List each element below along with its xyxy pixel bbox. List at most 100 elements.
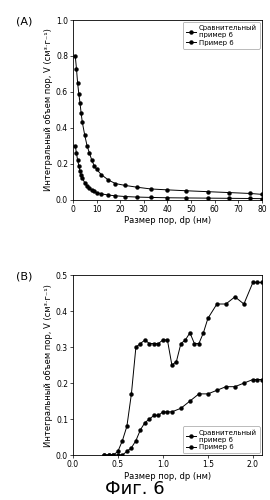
Пример 6 [74, 143, 77, 149]
Сравнительный
пример 6 [256, 280, 259, 285]
X-axis label: Размер пор, dp (нм): Размер пор, dp (нм) [124, 472, 211, 480]
Сравнительный
пример 6 [242, 301, 245, 307]
Line: Пример 6: Пример 6 [73, 144, 264, 201]
Пример 6 [206, 195, 209, 201]
Пример 6 [123, 194, 126, 200]
Сравнительный
пример 6 [114, 180, 117, 186]
Пример 6 [166, 409, 169, 415]
Пример 6 [107, 452, 110, 458]
Сравнительный
пример 6 [179, 340, 183, 346]
Пример 6 [125, 448, 129, 454]
Сравнительный
пример 6 [90, 157, 93, 163]
Пример 6 [206, 391, 210, 397]
Сравнительный
пример 6 [251, 280, 255, 285]
Сравнительный
пример 6 [193, 340, 196, 346]
Сравнительный
пример 6 [125, 423, 129, 429]
Сравнительный
пример 6 [134, 344, 137, 350]
Сравнительный
пример 6 [227, 190, 231, 196]
Пример 6 [233, 384, 237, 390]
Сравнительный
пример 6 [83, 132, 86, 138]
Сравнительный
пример 6 [112, 452, 115, 458]
Сравнительный
пример 6 [248, 190, 252, 196]
Сравнительный
пример 6 [184, 337, 187, 343]
Сравнительный
пример 6 [185, 188, 188, 194]
Сравнительный
пример 6 [260, 280, 264, 285]
Пример 6 [215, 388, 218, 394]
Сравнительный
пример 6 [116, 448, 120, 454]
Пример 6 [260, 376, 264, 382]
Пример 6 [85, 184, 89, 190]
Сравнительный
пример 6 [130, 391, 133, 397]
Line: Пример 6: Пример 6 [102, 378, 264, 457]
Сравнительный
пример 6 [100, 172, 103, 177]
Пример 6 [152, 412, 156, 418]
Пример 6 [139, 427, 142, 433]
Сравнительный
пример 6 [74, 53, 77, 59]
Сравнительный
пример 6 [121, 438, 124, 444]
Line: Сравнительный
пример 6: Сравнительный пример 6 [102, 280, 264, 457]
Сравнительный
пример 6 [206, 316, 210, 322]
Пример 6 [100, 191, 103, 197]
Пример 6 [114, 193, 117, 199]
Сравнительный
пример 6 [93, 162, 96, 168]
Пример 6 [148, 416, 151, 422]
Сравнительный
пример 6 [175, 358, 178, 364]
Сравнительный
пример 6 [202, 330, 205, 336]
Пример 6 [188, 398, 191, 404]
Пример 6 [256, 376, 259, 382]
Пример 6 [75, 150, 78, 156]
Пример 6 [78, 168, 82, 174]
Пример 6 [90, 187, 93, 193]
Пример 6 [130, 445, 133, 451]
Text: Фиг. 6: Фиг. 6 [105, 480, 165, 498]
Line: Сравнительный
пример 6: Сравнительный пример 6 [73, 54, 264, 197]
Сравнительный
пример 6 [95, 166, 98, 172]
Сравнительный
пример 6 [103, 452, 106, 458]
Сравнительный
пример 6 [76, 80, 79, 86]
Пример 6 [76, 157, 79, 163]
Сравнительный
пример 6 [123, 182, 126, 188]
Y-axis label: Интегральный объем пор, V (см³·г⁻¹): Интегральный объем пор, V (см³·г⁻¹) [44, 28, 53, 192]
Пример 6 [81, 175, 84, 181]
Сравнительный
пример 6 [233, 294, 237, 300]
Пример 6 [185, 195, 188, 201]
Text: (B): (B) [16, 272, 33, 281]
Пример 6 [227, 196, 231, 202]
Пример 6 [103, 452, 106, 458]
Сравнительный
пример 6 [107, 452, 110, 458]
Сравнительный
пример 6 [77, 90, 80, 96]
Сравнительный
пример 6 [80, 110, 83, 116]
Сравнительный
пример 6 [215, 301, 218, 307]
Сравнительный
пример 6 [85, 143, 89, 149]
Пример 6 [224, 384, 228, 390]
Сравнительный
пример 6 [107, 177, 110, 183]
Пример 6 [161, 409, 164, 415]
Пример 6 [80, 172, 83, 177]
Пример 6 [242, 380, 245, 386]
Legend: Сравнительный
пример 6, Пример 6: Сравнительный пример 6, Пример 6 [183, 22, 260, 48]
Пример 6 [116, 452, 120, 458]
Пример 6 [83, 180, 86, 186]
Сравнительный
пример 6 [157, 340, 160, 346]
Пример 6 [248, 196, 252, 202]
Сравнительный
пример 6 [260, 192, 264, 198]
Text: (A): (A) [16, 16, 33, 26]
Пример 6 [107, 192, 110, 198]
Пример 6 [143, 420, 147, 426]
Сравнительный
пример 6 [143, 337, 147, 343]
Пример 6 [112, 452, 115, 458]
Сравнительный
пример 6 [206, 188, 209, 194]
Сравнительный
пример 6 [81, 120, 84, 126]
Пример 6 [251, 376, 255, 382]
Пример 6 [260, 196, 264, 202]
Сравнительный
пример 6 [152, 340, 156, 346]
Сравнительный
пример 6 [161, 337, 164, 343]
Сравнительный
пример 6 [135, 184, 138, 190]
Сравнительный
пример 6 [149, 186, 153, 192]
Пример 6 [170, 409, 174, 415]
Сравнительный
пример 6 [188, 330, 191, 336]
Пример 6 [197, 391, 201, 397]
Пример 6 [135, 194, 138, 200]
Сравнительный
пример 6 [166, 187, 169, 193]
Сравнительный
пример 6 [197, 340, 201, 346]
